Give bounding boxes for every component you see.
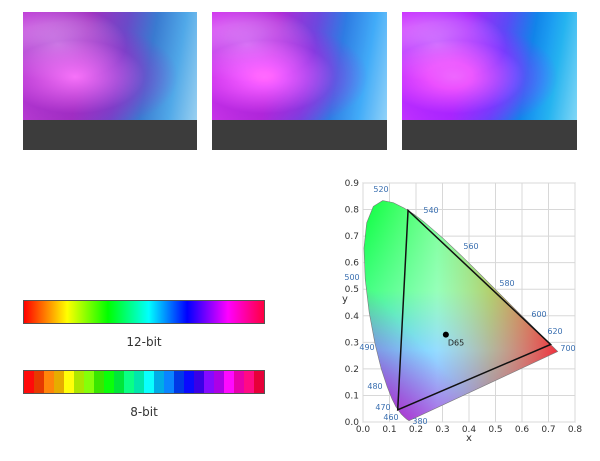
y-tick-label: 0.9 <box>345 179 360 189</box>
wavelength-label: 700 <box>560 344 575 353</box>
color-step <box>94 371 104 393</box>
color-step <box>24 371 34 393</box>
y-tick-label: 0.0 <box>345 418 360 428</box>
color-step <box>224 371 234 393</box>
y-tick-label: 0.8 <box>345 206 360 216</box>
y-tick-label: 0.1 <box>345 391 359 401</box>
color-step <box>84 371 94 393</box>
color-step <box>134 371 144 393</box>
x-tick-label: 0.2 <box>409 425 423 435</box>
x-axis-label: x <box>466 433 472 444</box>
wavelength-label: 520 <box>373 185 388 194</box>
color-step <box>124 371 134 393</box>
gradient-bar-8bit <box>23 370 265 394</box>
y-tick-label: 0.3 <box>345 338 359 348</box>
x-tick-label: 0.6 <box>515 425 530 435</box>
wavelength-label: 620 <box>547 327 562 336</box>
wavelength-label: 540 <box>423 206 438 215</box>
color-step <box>114 371 124 393</box>
color-step <box>254 371 264 393</box>
color-step <box>204 371 214 393</box>
gamut-triangle <box>396 208 552 411</box>
photo <box>23 12 197 150</box>
white-point-label: D65 <box>448 339 464 348</box>
x-tick-label: 0.8 <box>568 425 583 435</box>
x-tick-label: 0.1 <box>382 425 396 435</box>
white-point <box>442 331 449 338</box>
color-step <box>184 371 194 393</box>
gradient-bar-12bit <box>23 300 265 324</box>
wavelength-label: 580 <box>499 279 514 288</box>
color-step <box>234 371 244 393</box>
color-step <box>174 371 184 393</box>
x-tick-label: 0.4 <box>462 425 477 435</box>
color-step <box>164 371 174 393</box>
color-step <box>104 371 114 393</box>
color-step <box>144 371 154 393</box>
x-tick-label: 0.3 <box>435 425 449 435</box>
wavelength-label: 380 <box>412 417 427 426</box>
x-tick-label: 0.5 <box>488 425 502 435</box>
y-tick-label: 0.2 <box>345 365 359 375</box>
photo <box>212 12 387 150</box>
color-step <box>54 371 64 393</box>
y-axis-label: y <box>342 294 348 305</box>
y-tick-label: 0.4 <box>345 312 360 322</box>
color-step <box>194 371 204 393</box>
color-step <box>244 371 254 393</box>
wavelength-label: 460 <box>383 413 398 422</box>
x-tick-label: 0.7 <box>541 425 555 435</box>
color-step <box>214 371 224 393</box>
wavelength-label: 500 <box>344 273 359 282</box>
bar-label: 8-bit <box>130 405 158 419</box>
wavelength-label: 480 <box>367 382 382 391</box>
y-tick-label: 0.6 <box>345 259 360 269</box>
wavelength-label: 600 <box>531 310 546 319</box>
wavelength-label: 470 <box>375 403 390 412</box>
x-tick-label: 0.0 <box>356 425 371 435</box>
y-tick-label: 0.5 <box>345 285 359 295</box>
bar-label: 12-bit <box>126 335 162 349</box>
spectral-locus <box>363 200 559 422</box>
wavelength-label: 560 <box>463 242 478 251</box>
photo <box>402 12 577 150</box>
color-step <box>44 371 54 393</box>
color-step <box>74 371 84 393</box>
y-tick-label: 0.7 <box>345 232 359 242</box>
color-step <box>154 371 164 393</box>
wavelength-label: 490 <box>359 343 374 352</box>
color-step <box>34 371 44 393</box>
color-step <box>64 371 74 393</box>
